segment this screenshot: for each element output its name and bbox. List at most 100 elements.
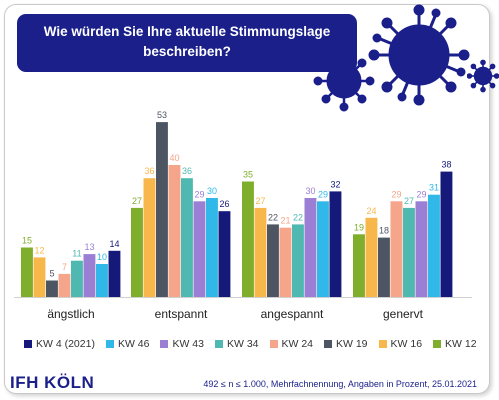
- data-label: 12: [34, 245, 44, 255]
- bar: [21, 247, 33, 297]
- category-label: genervt: [383, 307, 424, 321]
- data-label: 30: [305, 186, 315, 196]
- category-label: angespannt: [261, 307, 324, 321]
- data-label: 29: [416, 189, 426, 199]
- legend-swatch: [214, 340, 223, 348]
- bar: [378, 237, 390, 297]
- data-label: 30: [207, 186, 217, 196]
- data-label: 19: [354, 222, 364, 232]
- data-label: 31: [429, 183, 439, 193]
- bar: [83, 254, 96, 297]
- bar: [108, 250, 121, 297]
- bar: [353, 234, 365, 297]
- category-label: entspannt: [155, 307, 208, 321]
- bar: [254, 207, 267, 297]
- chart-legend: KW 4 (2021) KW 46 KW 43 KW 34 KW 24 KW 19 KW 1…: [24, 338, 488, 350]
- bar: [193, 201, 206, 297]
- bar: [156, 122, 168, 297]
- legend-item: KW 24: [269, 338, 314, 350]
- legend-label: KW 46: [117, 338, 150, 350]
- legend-label: KW 43: [172, 338, 204, 350]
- data-label: 29: [391, 189, 401, 199]
- data-label: 7: [62, 262, 67, 272]
- legend-swatch: [24, 340, 32, 348]
- legend-item: KW 16: [378, 338, 422, 350]
- data-label: 35: [243, 170, 253, 180]
- data-label: 29: [318, 189, 328, 199]
- data-label: 22: [268, 212, 278, 222]
- legend-label: KW 4 (2021): [36, 338, 95, 350]
- legend-item: KW 4 (2021): [24, 338, 95, 350]
- data-label: 53: [157, 110, 167, 120]
- bar: [96, 264, 108, 297]
- bar: [131, 207, 143, 297]
- bar: [33, 257, 46, 297]
- data-label: 13: [84, 242, 94, 252]
- category-label: ängstlich: [47, 307, 94, 321]
- legend-label: KW 24: [281, 338, 314, 350]
- bar: [365, 217, 378, 297]
- data-label: 26: [219, 199, 229, 209]
- legend-swatch: [160, 340, 169, 348]
- chart-title: Wie würden Sie Ihre aktuelle Stimmungsla…: [43, 24, 331, 59]
- data-label: 27: [404, 196, 414, 206]
- bar: [58, 273, 71, 297]
- data-label: 24: [366, 206, 376, 216]
- virus-icon-large: [368, 4, 470, 106]
- legend-swatch: [433, 340, 442, 348]
- legend-label: KW 19: [336, 338, 368, 350]
- title-banner: [17, 14, 357, 72]
- data-label: 10: [97, 252, 107, 262]
- legend-item: KW 46: [105, 338, 150, 350]
- bar: [329, 191, 342, 297]
- bar: [181, 178, 193, 297]
- bar: [168, 165, 181, 297]
- data-label: 22: [293, 212, 303, 222]
- bar: [206, 198, 218, 297]
- bar: [292, 224, 304, 297]
- ifh-logo: IFH KÖLN: [10, 373, 95, 392]
- legend-swatch: [269, 340, 278, 348]
- bar: [304, 198, 317, 297]
- bar: [415, 201, 428, 297]
- legend-item: KW 43: [160, 338, 204, 350]
- data-label: 14: [109, 239, 119, 249]
- data-label: 11: [72, 249, 81, 259]
- bar: [218, 211, 231, 297]
- virus-icon-small: [467, 59, 499, 93]
- legend-item: KW 19: [324, 338, 368, 350]
- legend-label: KW 12: [445, 338, 477, 350]
- legend-swatch: [378, 340, 387, 348]
- legend-swatch: [324, 340, 333, 348]
- bar: [440, 171, 453, 297]
- data-label: 38: [441, 160, 451, 170]
- footnote: 492 ≤ n ≤ 1.000, Mehrfachnennung, Angabe…: [203, 379, 477, 389]
- bar: [403, 207, 415, 297]
- data-label: 18: [379, 226, 389, 236]
- bar: [390, 201, 403, 297]
- legend-label: KW 34: [226, 338, 259, 350]
- data-label: 21: [280, 216, 290, 226]
- virus-icon-medium: [313, 50, 375, 112]
- data-label: 40: [169, 153, 179, 163]
- data-label: 32: [330, 179, 340, 189]
- legend-item: KW 12: [433, 338, 477, 350]
- data-label: 27: [255, 196, 265, 206]
- data-label: 29: [194, 189, 204, 199]
- bar: [143, 178, 156, 297]
- bar: [279, 227, 292, 297]
- data-label: 36: [144, 166, 154, 176]
- data-label: 27: [132, 196, 142, 206]
- data-label: 5: [49, 269, 54, 279]
- bar: [46, 280, 58, 297]
- bar: [242, 181, 254, 297]
- data-label: 36: [182, 166, 192, 176]
- legend-item: KW 34: [214, 338, 259, 350]
- data-label: 15: [22, 236, 32, 246]
- bar: [71, 260, 83, 297]
- bar: [267, 224, 279, 297]
- legend-swatch: [105, 340, 114, 348]
- bar: [317, 201, 329, 297]
- bar: [428, 194, 440, 297]
